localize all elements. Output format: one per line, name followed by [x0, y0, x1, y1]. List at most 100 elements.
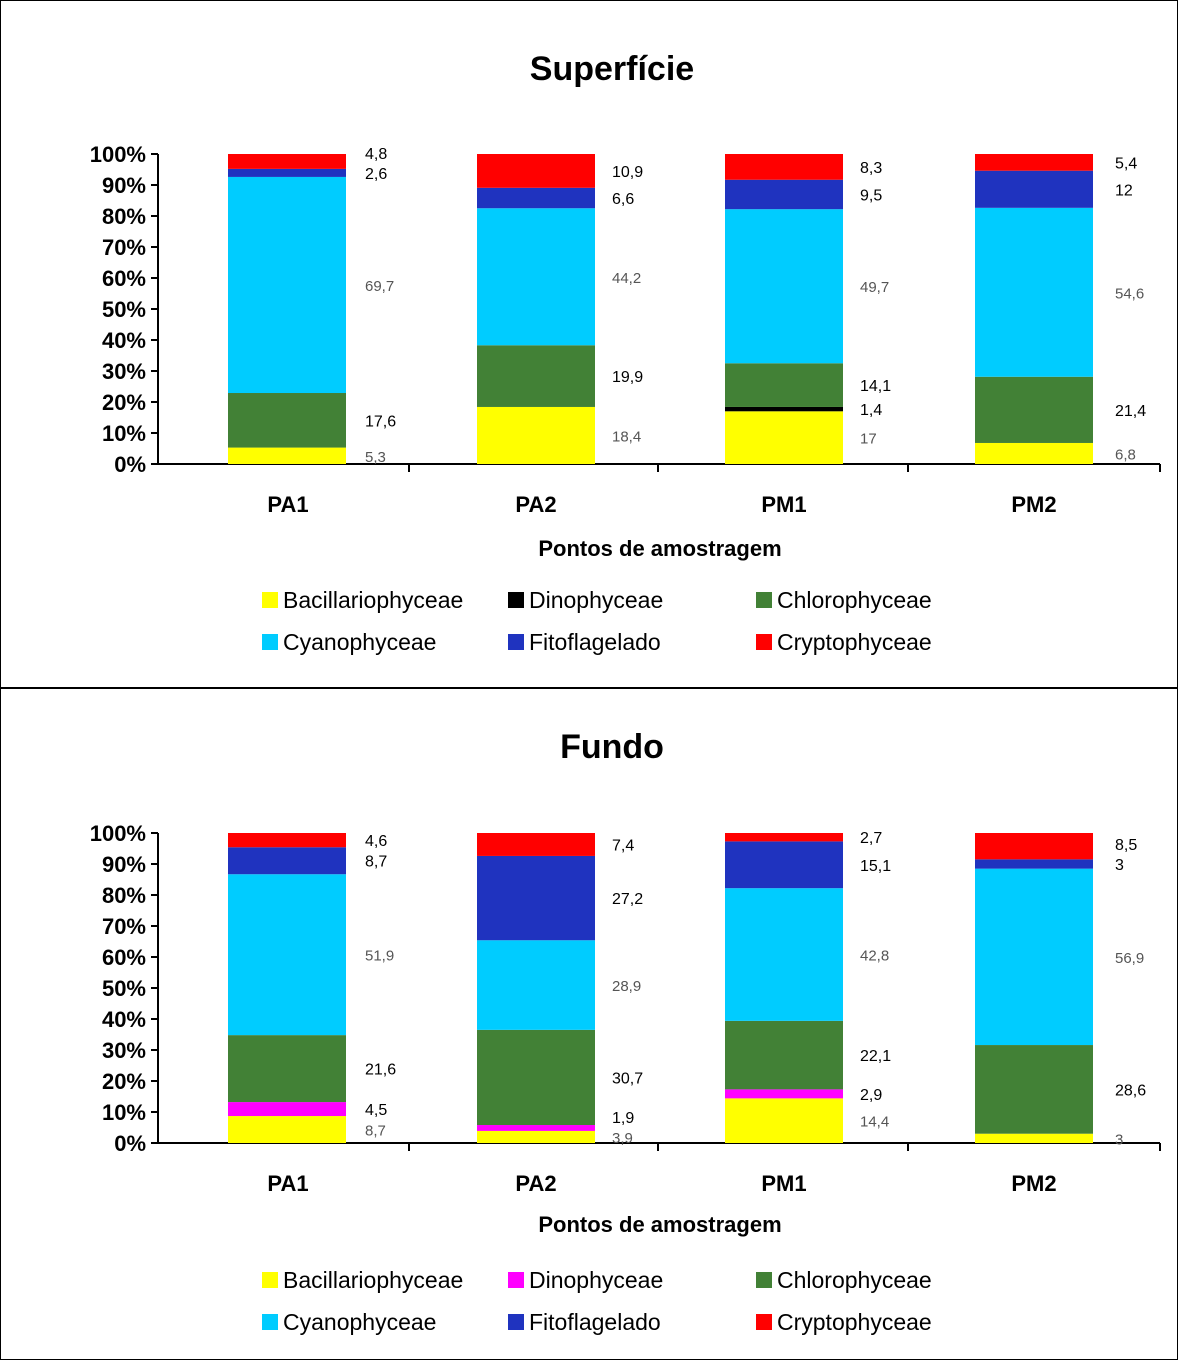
data-label: 9,5 [860, 187, 882, 204]
data-label: 2,7 [860, 830, 882, 847]
y-tick-label: 10% [102, 421, 146, 446]
legend-swatch [262, 1272, 278, 1288]
chart-fundo: Fundo Pontos de amostragem 0% 10% 20% 30% 40… [90, 728, 1161, 1335]
x-tick-label: PM1 [761, 1171, 806, 1196]
bar-segment [975, 207, 1093, 377]
y-tick-label: 70% [102, 235, 146, 260]
x-axis-label: Pontos de amostragem [538, 1212, 781, 1237]
bar-segment [975, 1045, 1093, 1134]
bar-segment [228, 154, 346, 169]
legend-swatch [756, 1272, 772, 1288]
bar-segment [975, 1133, 1093, 1143]
data-label: 1,4 [860, 402, 882, 419]
data-label: 21,4 [1115, 403, 1146, 420]
data-label: 5,4 [1115, 155, 1137, 172]
x-tick-label: PA2 [515, 1171, 556, 1196]
bar-segment [725, 1089, 843, 1099]
legend-label: Chlorophyceae [777, 1267, 932, 1293]
bar-segment [477, 833, 595, 856]
bar-segment [228, 168, 346, 177]
x-tick-label: PA2 [515, 492, 556, 517]
bar-segment [477, 406, 595, 464]
data-label: 14,4 [860, 1114, 889, 1131]
y-tick-label: 90% [102, 852, 146, 877]
data-label: 3 [1115, 1131, 1123, 1148]
y-tick-label: 30% [102, 1038, 146, 1063]
legend: Bacillariophyceae Dinophyceae Chlorophycea… [262, 587, 932, 655]
legend-label: Bacillariophyceae [283, 587, 463, 613]
legend-swatch [262, 1314, 278, 1330]
data-label: 8,3 [860, 160, 882, 177]
legend-swatch [756, 1314, 772, 1330]
legend-swatch [262, 592, 278, 608]
bar-segment [228, 833, 346, 848]
bar-segment [725, 833, 843, 842]
data-label: 54,6 [1115, 285, 1144, 302]
bar-segment [228, 1116, 346, 1143]
data-label: 49,7 [860, 279, 889, 296]
legend-swatch [508, 592, 524, 608]
y-tick-label: 80% [102, 883, 146, 908]
data-label: 27,2 [612, 891, 643, 908]
data-label: 2,6 [365, 166, 387, 183]
bar-segment [975, 154, 1093, 171]
y-tick-label: 100% [90, 142, 146, 167]
data-label: 3 [1115, 857, 1124, 874]
legend-swatch [756, 592, 772, 608]
bar-segment [477, 940, 595, 1030]
y-tick-label: 0% [114, 452, 146, 477]
data-label: 8,5 [1115, 837, 1137, 854]
data-label: 21,6 [365, 1062, 396, 1079]
bar-segment [228, 1035, 346, 1103]
bar-segment [975, 859, 1093, 869]
legend-label: Cyanophyceae [283, 1309, 436, 1335]
chart-title: Superfície [530, 50, 694, 88]
y-tick-label: 10% [102, 1100, 146, 1125]
legend-label: Fitoflagelado [529, 629, 661, 655]
legend-label: Cryptophyceae [777, 1309, 932, 1335]
bar-segment [477, 345, 595, 407]
data-label: 42,8 [860, 948, 889, 965]
bar-segment [725, 1098, 843, 1143]
x-tick-label: PM2 [1011, 492, 1056, 517]
bar-segment [725, 179, 843, 210]
bar-segment [725, 406, 843, 412]
bar-segment [975, 833, 1093, 860]
bar-segment [725, 363, 843, 407]
x-tick-label: PM1 [761, 492, 806, 517]
legend-label: Bacillariophyceae [283, 1267, 463, 1293]
bar-segment [228, 847, 346, 875]
legend-swatch [756, 634, 772, 650]
bar-segment [725, 888, 843, 1021]
bar-segment [228, 874, 346, 1036]
y-tick-label: 40% [102, 1007, 146, 1032]
legend-label: Dinophyceae [529, 587, 663, 613]
plot-area: 0% 10% 20% 30% 40% 50% 60% 70% 80% 90% 100% PA1 PA2 P… [90, 821, 1161, 1196]
bar-segment [228, 176, 346, 394]
y-tick-label: 40% [102, 328, 146, 353]
data-label: 4,5 [365, 1102, 387, 1119]
data-label: 69,7 [365, 278, 394, 295]
data-label: 6,6 [612, 191, 634, 208]
data-label: 6,8 [1115, 446, 1136, 463]
x-axis-label: Pontos de amostragem [538, 536, 781, 561]
bar-segment [975, 376, 1093, 443]
data-label: 30,7 [612, 1070, 643, 1087]
y-tick-label: 90% [102, 173, 146, 198]
bar-segment [477, 1125, 595, 1131]
bar-segment [477, 855, 595, 941]
y-tick-label: 0% [114, 1131, 146, 1156]
data-label: 5,3 [365, 449, 386, 466]
data-label: 14,1 [860, 378, 891, 395]
plot-area: 0% 10% 20% 30% 40% 50% 60% 70% 80% 90% 100% PA1 PA2 P… [90, 142, 1161, 517]
data-label: 17,6 [365, 413, 396, 430]
bar-segment [228, 393, 346, 448]
bar-segment [725, 209, 843, 364]
data-label: 19,9 [612, 369, 643, 386]
data-label: 10,9 [612, 164, 643, 181]
chart-superficie: Superfície Pontos de amostragem 0% 10% 20%… [90, 50, 1161, 655]
bar-segment [725, 411, 843, 464]
y-tick-label: 60% [102, 266, 146, 291]
bar-segment [725, 841, 843, 889]
